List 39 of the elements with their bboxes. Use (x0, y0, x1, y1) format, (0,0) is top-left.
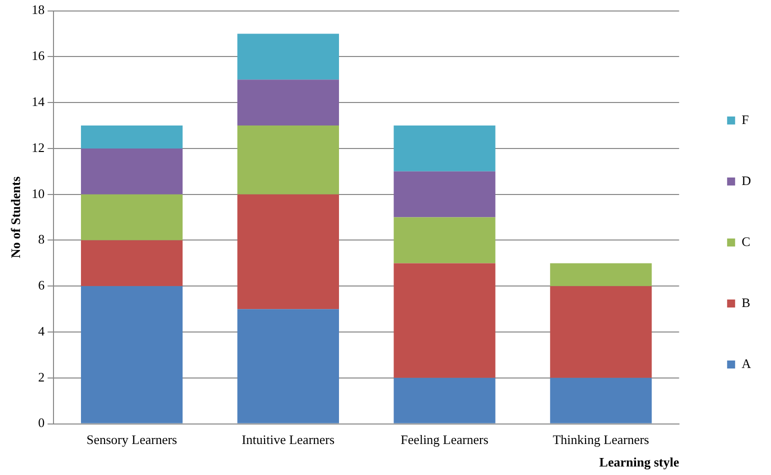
bar (237, 80, 339, 126)
legend-label: F (742, 112, 749, 127)
bar (80, 286, 183, 424)
bar (394, 126, 496, 172)
bar (80, 126, 183, 148)
bar (237, 194, 339, 310)
x-tick-label: Intuitive Learners (242, 432, 335, 448)
bar (394, 171, 496, 218)
bar (237, 309, 339, 424)
bar (550, 378, 652, 424)
bar (80, 240, 183, 286)
y-tick-label: 16 (32, 48, 46, 64)
legend-label: B (742, 294, 751, 310)
y-tick-label: 2 (38, 369, 45, 384)
bar (550, 286, 652, 378)
legend-label: D (742, 172, 751, 188)
bar (394, 263, 496, 378)
y-tick-label: 18 (32, 2, 45, 18)
y-tick-label: 8 (38, 232, 45, 247)
y-tick-label: 12 (32, 140, 45, 155)
legend-label: C (742, 234, 750, 249)
y-tick-label: 10 (32, 186, 45, 201)
bar (237, 34, 339, 80)
bar (80, 194, 183, 240)
x-tick-label: Sensory Learners (86, 432, 178, 448)
y-tick-label: 14 (32, 94, 46, 109)
bar (237, 126, 339, 194)
x-axis-title: Learning style (599, 454, 680, 470)
y-tick-label: 6 (38, 278, 46, 293)
legend-label: A (742, 356, 752, 371)
bar (394, 378, 496, 424)
y-tick-label: 4 (38, 323, 46, 338)
y-axis-title: No of Students (8, 176, 24, 258)
x-tick-label: Feeling Learners (400, 432, 488, 448)
bar (80, 148, 183, 194)
x-tick-label: Thinking Learners (552, 432, 650, 448)
y-tick-label: 0 (38, 415, 45, 430)
bar (394, 217, 496, 264)
bar (550, 263, 652, 286)
